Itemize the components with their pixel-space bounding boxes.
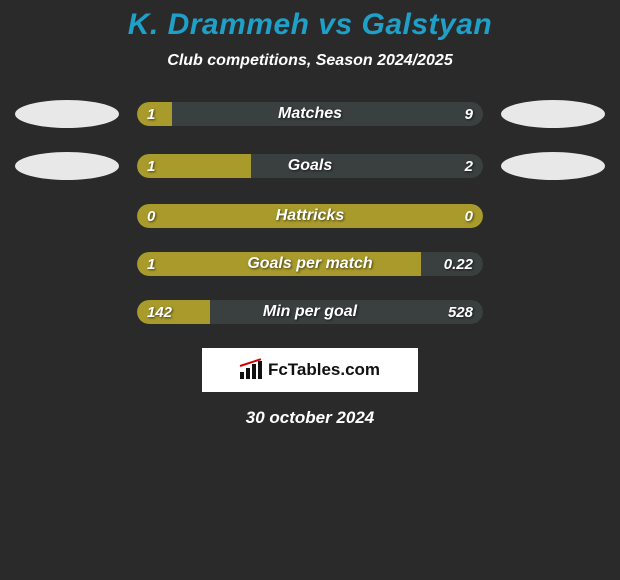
stat-value-right: 528: [448, 300, 473, 324]
player-b-avatar: [501, 100, 605, 128]
player-a-name: K. Drammeh: [128, 8, 310, 41]
player-a-avatar: [15, 152, 119, 180]
stat-label: Matches: [137, 102, 483, 126]
stat-bar: 00Hattricks: [137, 204, 483, 228]
attribution-badge: FcTables.com: [202, 348, 418, 392]
player-b-name: Galstyan: [362, 8, 493, 41]
stat-row: 142528Min per goal: [0, 300, 620, 324]
fctables-icon: [240, 361, 262, 379]
stat-bar-fill: [137, 154, 251, 178]
stat-rows: 19Matches 12Goals 00Hattricks 10.22Goals pe…: [0, 100, 620, 324]
stat-row: 12Goals: [0, 152, 620, 180]
stat-bar: 12Goals: [137, 154, 483, 178]
stat-bar: 142528Min per goal: [137, 300, 483, 324]
player-b-avatar: [501, 152, 605, 180]
snapshot-date: 30 october 2024: [0, 408, 620, 428]
stat-bar: 19Matches: [137, 102, 483, 126]
subtitle: Club competitions, Season 2024/2025: [0, 52, 620, 70]
player-a-avatar: [15, 100, 119, 128]
stat-bar-fill: [137, 300, 210, 324]
stat-row: 10.22Goals per match: [0, 252, 620, 276]
stat-bar-fill: [137, 252, 421, 276]
page-title: K. Drammeh vs Galstyan: [0, 8, 620, 42]
stat-value-right: 9: [465, 102, 473, 126]
stat-bar-fill: [137, 204, 483, 228]
stat-row: 19Matches: [0, 100, 620, 128]
stat-value-right: 0.22: [444, 252, 473, 276]
comparison-card: K. Drammeh vs Galstyan Club competitions…: [0, 0, 620, 428]
stat-bar-fill: [137, 102, 172, 126]
stat-value-right: 2: [465, 154, 473, 178]
stat-bar: 10.22Goals per match: [137, 252, 483, 276]
stat-row: 00Hattricks: [0, 204, 620, 228]
title-joiner: vs: [318, 8, 352, 41]
attribution-text: FcTables.com: [268, 360, 380, 380]
